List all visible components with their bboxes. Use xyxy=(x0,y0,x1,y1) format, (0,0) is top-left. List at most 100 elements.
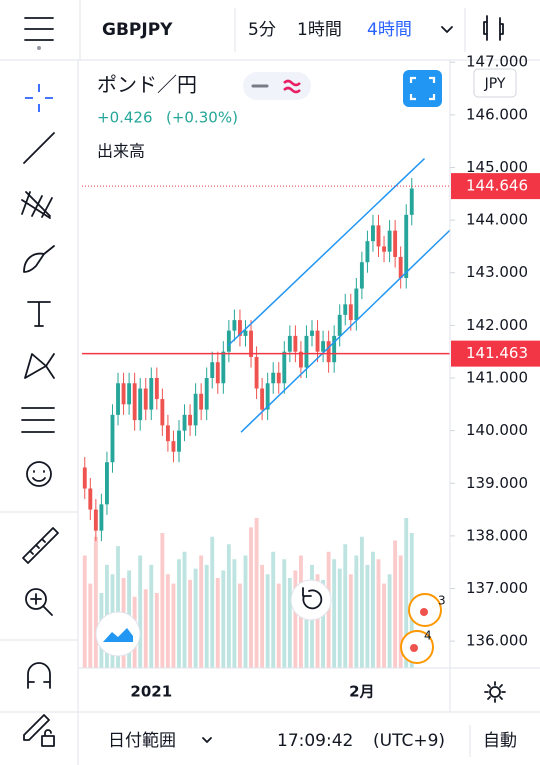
volume-bar xyxy=(160,533,165,668)
volume-bar xyxy=(293,570,298,668)
interval[interactable]: 5分 xyxy=(248,20,276,40)
fullscreen-button[interactable] xyxy=(403,70,442,107)
event-count: 3 xyxy=(438,594,446,608)
trendline-tool[interactable] xyxy=(23,132,55,164)
text-tool[interactable] xyxy=(27,301,51,327)
volume-bar xyxy=(149,564,154,668)
timezone[interactable]: (UTC+9) xyxy=(373,731,445,751)
candle-body xyxy=(165,425,170,442)
compare-icon xyxy=(283,79,301,94)
brush-tool[interactable] xyxy=(23,245,55,273)
x-tick-label: 2021 xyxy=(130,683,172,701)
volume-bar xyxy=(154,593,159,668)
legend-toggle[interactable] xyxy=(243,72,311,100)
candle-body xyxy=(88,488,93,510)
tv-logo xyxy=(103,628,133,642)
candle-body xyxy=(99,504,104,531)
volume-bar xyxy=(354,555,359,668)
event-dot xyxy=(420,608,428,616)
reset-icon xyxy=(302,587,323,610)
symbol[interactable]: GBPJPY xyxy=(102,20,173,40)
zoom-tool[interactable] xyxy=(25,588,47,610)
volume-bar xyxy=(177,559,181,668)
candle-body xyxy=(188,414,193,426)
tv-logo-button[interactable] xyxy=(95,611,141,657)
candle-body xyxy=(149,378,154,410)
volume-bar xyxy=(193,568,198,668)
menu-button[interactable] xyxy=(24,17,54,41)
candle-body xyxy=(371,225,375,242)
candle-body xyxy=(121,383,126,405)
ruler-tool[interactable] xyxy=(22,527,59,564)
scale-mode[interactable]: 自動 xyxy=(483,731,517,751)
volume-bar xyxy=(188,579,193,668)
y-tick-label: 143.000 xyxy=(466,263,528,281)
candle-body xyxy=(304,335,309,368)
emoji-tool[interactable] xyxy=(26,461,52,487)
candle-body xyxy=(409,188,414,215)
currency: JPY xyxy=(484,76,506,92)
candle-body xyxy=(326,341,331,363)
candle-body xyxy=(276,372,281,384)
chart-type-button[interactable] xyxy=(483,15,504,41)
volume-bar xyxy=(387,574,392,668)
time-axis: 2021 2月 xyxy=(130,683,374,701)
top-bar: GBPJPY 5分 1時間 4時間 xyxy=(24,0,504,60)
magnet-tool[interactable] xyxy=(27,662,51,689)
interval[interactable]: 4時間 xyxy=(367,20,412,40)
clock: 17:09:42 xyxy=(277,731,353,751)
lock-tool[interactable] xyxy=(23,714,55,747)
crosshair-tool[interactable] xyxy=(25,84,53,112)
volume-bar xyxy=(116,546,120,668)
candle-body xyxy=(199,393,204,410)
volume-bar xyxy=(359,536,364,668)
volume-bar xyxy=(93,536,98,668)
volume-bar xyxy=(82,555,87,668)
prediction-tool[interactable] xyxy=(21,407,55,433)
price-axis: 136.000 137.000 138.000 139.000 140.000 141.0… xyxy=(450,53,540,650)
y-tick-label: 145.000 xyxy=(466,158,528,176)
y-tick-label: 136.000 xyxy=(466,632,528,650)
candle-body xyxy=(254,356,259,389)
candle-body xyxy=(154,378,159,400)
volume-bar xyxy=(404,518,409,668)
volume-bar xyxy=(249,527,253,668)
pattern-tool[interactable] xyxy=(24,353,55,379)
reset-button[interactable] xyxy=(290,579,332,621)
volume-bar xyxy=(265,574,270,668)
candle-body xyxy=(271,372,276,384)
volume-bar xyxy=(382,583,386,668)
volume-bar xyxy=(282,559,287,668)
x-tick-label: 2月 xyxy=(349,683,374,701)
volume-bar xyxy=(210,536,215,668)
volume-bar xyxy=(271,551,276,668)
candle-body xyxy=(321,341,326,352)
y-tick-label: 137.000 xyxy=(466,579,528,597)
settings-button[interactable] xyxy=(484,681,506,703)
y-tick-label: 140.000 xyxy=(466,421,528,439)
candle-body xyxy=(365,241,370,263)
volume-bar xyxy=(232,559,237,668)
candle-body xyxy=(116,383,120,415)
interval[interactable]: 1時間 xyxy=(297,20,342,40)
candle-body xyxy=(310,330,314,336)
candle-body xyxy=(215,362,220,384)
candle-body xyxy=(387,230,392,252)
candle-body xyxy=(238,320,242,336)
volume-bar xyxy=(199,555,204,668)
volume-bar xyxy=(348,574,353,668)
y-tick-label: 147.000 xyxy=(466,53,528,71)
y-tick-label: 144.000 xyxy=(466,211,528,229)
volume-bar xyxy=(337,568,342,668)
candle-body xyxy=(93,509,98,531)
date-range[interactable]: 日付範囲 xyxy=(108,731,176,751)
interval-dropdown[interactable] xyxy=(441,26,453,33)
candle-body xyxy=(293,335,298,352)
volume-bar xyxy=(171,583,176,668)
volume-bar xyxy=(393,540,398,668)
event-count: 4 xyxy=(424,629,432,643)
y-tick-label: 141.000 xyxy=(466,369,528,387)
fib-tool[interactable] xyxy=(21,191,53,219)
candle-body xyxy=(354,288,359,321)
